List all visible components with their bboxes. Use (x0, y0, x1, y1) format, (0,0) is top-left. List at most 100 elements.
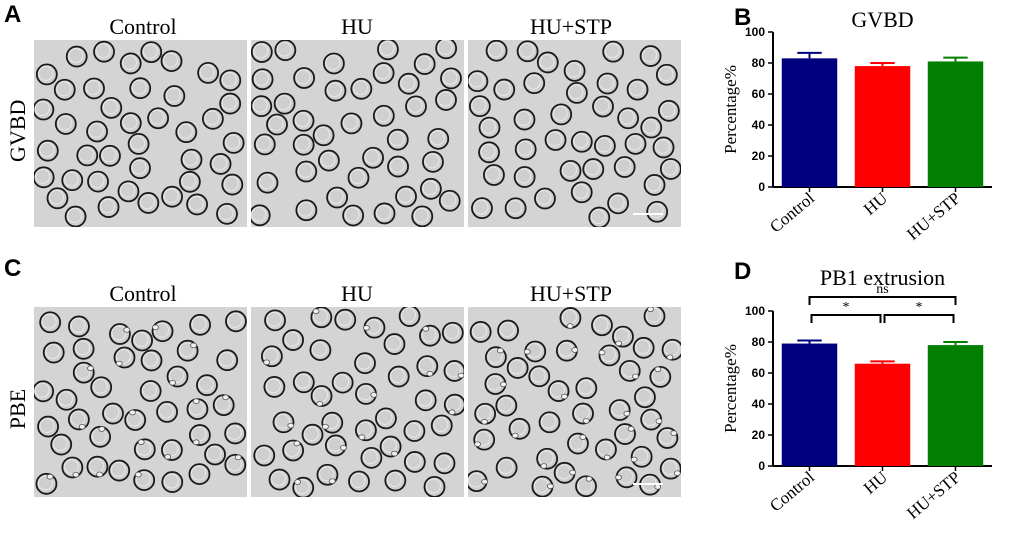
oocyte (375, 407, 397, 430)
oocyte-highlight (295, 112, 311, 128)
oocyte-highlight (92, 378, 108, 394)
oocyte (373, 202, 396, 225)
oocyte-field (251, 307, 464, 497)
x-tick-label: HU+STP (903, 189, 964, 244)
oocyte-highlight (63, 171, 79, 187)
y-tick-label: 20 (752, 149, 766, 163)
oocyte-highlight (104, 405, 120, 421)
oocyte-field (468, 307, 681, 497)
oocyte (292, 133, 315, 156)
oocyte-highlight (386, 472, 402, 488)
oocyte (566, 82, 588, 104)
oocyte-highlight (149, 109, 165, 125)
oocyte (387, 365, 410, 388)
oocyte (591, 314, 613, 337)
oocyte-highlight (609, 194, 625, 210)
polar-body (582, 418, 590, 424)
row-label-gvbd: GVBD (5, 99, 30, 162)
oocyte-highlight (406, 453, 422, 469)
oocyte (640, 116, 663, 139)
oocyte-highlight (509, 359, 525, 375)
oocyte (596, 72, 619, 95)
oocyte (133, 438, 156, 461)
oocyte (256, 171, 279, 194)
oocyte-highlight (320, 152, 336, 168)
oocyte-highlight (499, 322, 515, 338)
oocyte-highlight (181, 173, 197, 189)
oocyte (334, 308, 357, 331)
significance-label: * (843, 300, 850, 315)
oocyte (76, 144, 99, 167)
oocyte (544, 129, 567, 151)
oocyte (178, 170, 201, 193)
oocyte-highlight (122, 114, 138, 130)
oocyte (350, 77, 373, 100)
oocyte (139, 380, 162, 402)
oocyte-highlight (45, 344, 61, 360)
polar-body (540, 463, 548, 469)
oocyte (72, 337, 95, 360)
oocyte (209, 153, 232, 175)
polar-body (46, 473, 54, 480)
oocyte (292, 109, 315, 132)
y-tick-label: 60 (752, 87, 766, 101)
oocyte (251, 68, 274, 91)
oocyte-highlight (75, 364, 91, 380)
polar-body (164, 454, 172, 460)
oocyte-highlight (444, 324, 460, 340)
oocyte-highlight (75, 340, 91, 356)
oocyte (175, 121, 198, 144)
polar-body (623, 410, 631, 417)
oocyte-highlight (165, 87, 181, 103)
oocyte (538, 411, 561, 434)
oocyte-highlight (56, 81, 72, 97)
polar-body (670, 430, 678, 436)
polar-body (312, 308, 320, 315)
polar-body (98, 426, 106, 432)
y-tick-label: 60 (752, 366, 766, 380)
oocyte-highlight (295, 136, 311, 152)
oocyte-field (251, 40, 464, 227)
oocyte-highlight (311, 341, 327, 357)
oocyte-highlight (284, 441, 300, 457)
oocyte-highlight (143, 351, 159, 367)
y-axis-label: Percentage% (721, 344, 740, 433)
oocyte (61, 169, 84, 192)
oocyte (83, 77, 105, 100)
oocyte-highlight (525, 74, 541, 90)
oocyte (559, 159, 582, 182)
oocyte-highlight (183, 151, 199, 167)
significance-bracket (810, 314, 882, 323)
oocyte (643, 174, 666, 196)
oocyte-highlight (390, 368, 406, 384)
oocyte (140, 41, 163, 64)
oocyte (403, 451, 426, 473)
oocyte-highlight (507, 199, 523, 215)
oocyte-highlight (356, 354, 372, 370)
oocyte-highlight (611, 401, 627, 417)
polar-body (566, 323, 574, 329)
oocyte-highlight (662, 160, 678, 176)
oocyte-highlight (70, 410, 86, 426)
oocyte-highlight (480, 143, 496, 159)
polar-body (152, 324, 159, 331)
oocyte-highlight (472, 323, 488, 339)
oocyte-highlight (646, 176, 662, 192)
oocyte (528, 365, 551, 388)
oocyte (224, 422, 247, 445)
oocyte (570, 130, 593, 153)
polar-body (293, 440, 301, 447)
oocyte (46, 187, 69, 210)
oocyte (659, 158, 681, 180)
oocyte-highlight (163, 473, 179, 489)
oocyte (253, 444, 276, 467)
oocyte-highlight (379, 40, 395, 56)
oocyte (563, 59, 586, 82)
polar-body (630, 456, 638, 463)
oocyte (413, 53, 436, 75)
oocyte-highlight (574, 405, 590, 421)
oocyte (483, 164, 505, 186)
oocyte-highlight (619, 109, 635, 125)
x-tick-label: HU (860, 468, 891, 498)
polar-body (481, 418, 488, 425)
